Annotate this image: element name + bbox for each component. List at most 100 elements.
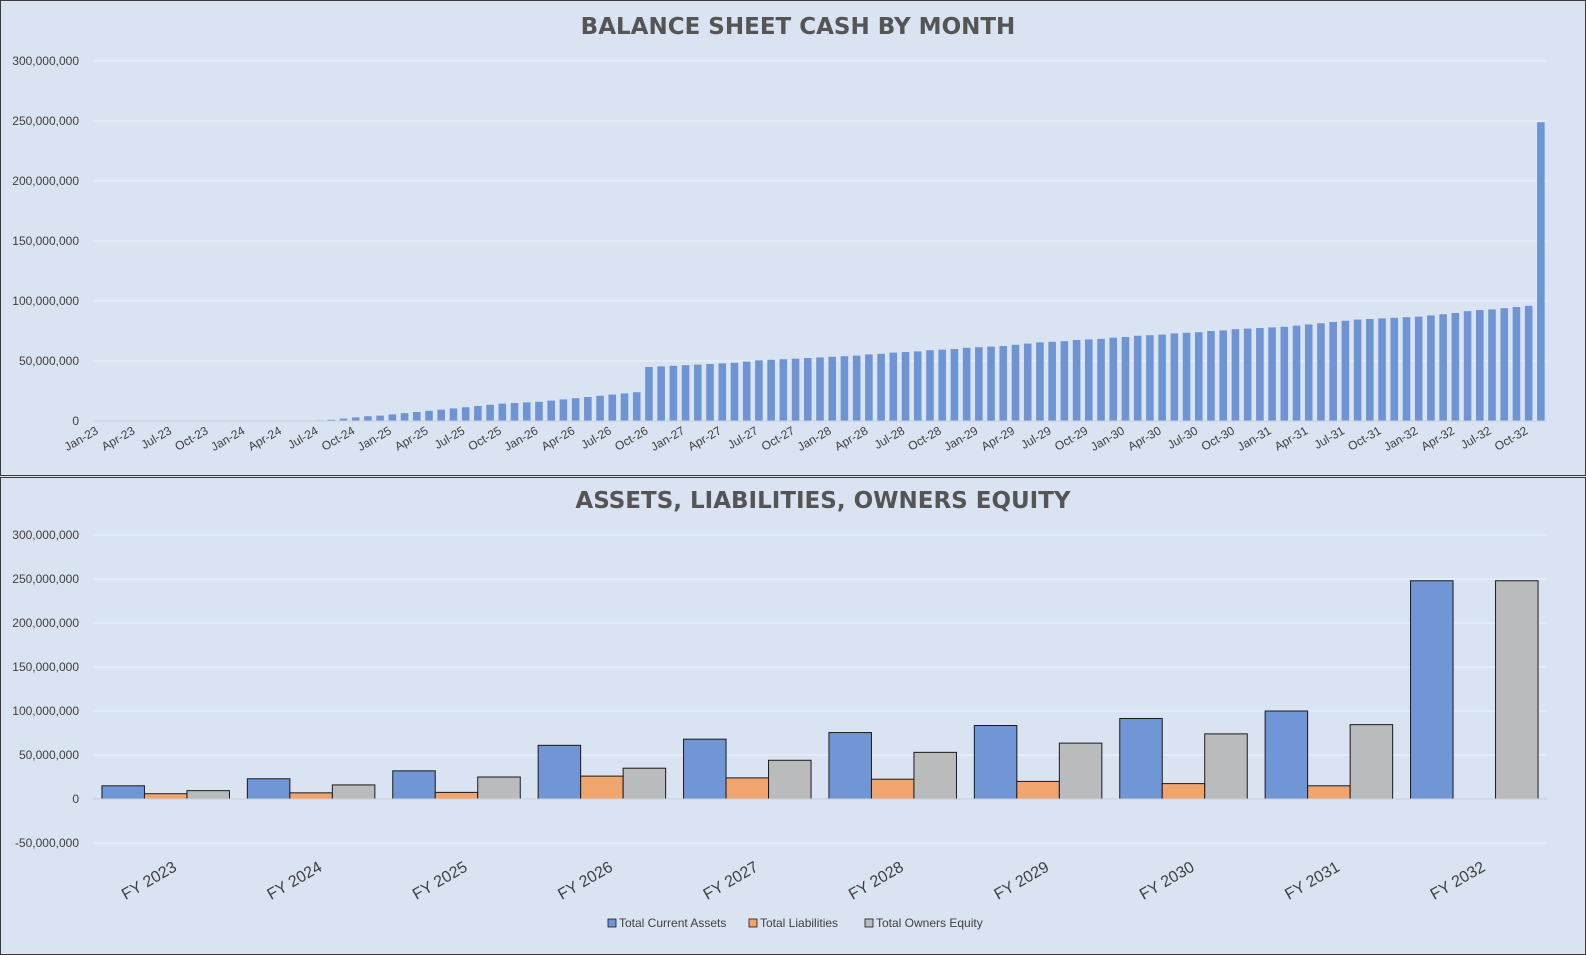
- bar: [681, 365, 690, 421]
- bar: [498, 403, 507, 421]
- bar: [1060, 341, 1069, 421]
- bar: [620, 393, 629, 421]
- bar: [1495, 580, 1539, 800]
- bar: [767, 359, 775, 421]
- bar: [1366, 319, 1374, 421]
- x-tick-label: Jan-26: [502, 423, 541, 454]
- bar: [376, 415, 384, 421]
- bar: [596, 395, 604, 421]
- x-tick-label: Apr-25: [392, 423, 430, 453]
- y-tick-label: 300,000,000: [12, 528, 79, 542]
- bar: [1146, 335, 1154, 421]
- x-tick-label: Jul-30: [1165, 423, 1201, 452]
- bar: [950, 349, 959, 421]
- y-tick-label: 150,000,000: [12, 234, 79, 248]
- bar: [779, 359, 788, 421]
- x-tick-label: FY 2032: [1428, 859, 1489, 904]
- bar: [1072, 340, 1081, 421]
- x-tick-label: FY 2029: [991, 859, 1052, 904]
- bar: [437, 409, 446, 421]
- x-tick-label: Jan-25: [355, 423, 394, 454]
- bar: [913, 751, 957, 800]
- bar: [559, 399, 568, 421]
- y-tick-label: 0: [72, 792, 79, 806]
- bar: [1121, 337, 1130, 421]
- bar: [1463, 311, 1472, 421]
- bar: [828, 732, 872, 800]
- x-tick-label: Oct-26: [612, 423, 650, 453]
- legend: Total Current Assets Total Liabilities Tot…: [607, 916, 983, 930]
- bar: [1402, 317, 1411, 421]
- x-axis: FY 2023 FY 2024 FY 2025 FY 2026 FY 2027 FY 20…: [119, 859, 1488, 904]
- bar: [1182, 332, 1191, 421]
- x-tick-label: Oct-27: [759, 423, 797, 453]
- bar: [1451, 313, 1460, 421]
- legend-label: Total Liabilities: [760, 916, 838, 930]
- bar: [289, 792, 333, 800]
- bar: [537, 744, 582, 800]
- bar: [973, 725, 1018, 800]
- bar: [999, 346, 1008, 421]
- bar: [1329, 322, 1337, 421]
- x-tick-label: Jan-30: [1088, 423, 1127, 454]
- bar: [535, 401, 543, 421]
- bar: [1194, 332, 1203, 421]
- bar: [987, 346, 995, 421]
- y-axis: 300,000,000 250,000,000 200,000,000 150,000…: [12, 528, 79, 850]
- bar: [1256, 328, 1264, 421]
- bar: [1243, 328, 1252, 421]
- x-tick-label: Apr-28: [832, 423, 870, 453]
- bar: [449, 408, 458, 421]
- bar: [669, 365, 678, 421]
- bar: [926, 350, 934, 421]
- bar: [1378, 318, 1386, 421]
- bar: [101, 785, 145, 800]
- x-tick-label: Jul-29: [1018, 423, 1054, 452]
- bar: [1207, 331, 1215, 421]
- bar: [962, 347, 971, 421]
- bar: [755, 360, 763, 421]
- y-tick-label: 100,000,000: [12, 704, 79, 718]
- bar: [632, 392, 641, 421]
- bar: [1488, 309, 1496, 421]
- x-tick-label: FY 2030: [1137, 859, 1198, 904]
- bar: [657, 366, 665, 421]
- bar: [1427, 315, 1435, 421]
- bar: [1317, 323, 1325, 421]
- bar: [622, 767, 667, 800]
- x-tick-label: Oct-28: [905, 423, 943, 453]
- bar: [1158, 334, 1166, 421]
- y-tick-label: 100,000,000: [12, 294, 79, 308]
- bar: [1119, 717, 1163, 800]
- bar: [1524, 305, 1533, 421]
- bar: [1036, 342, 1044, 421]
- bar: [938, 349, 946, 421]
- bar: [1023, 343, 1032, 421]
- bar: [913, 351, 922, 421]
- bar: [1512, 307, 1521, 421]
- bar: [339, 418, 348, 421]
- y-tick-label: 300,000,000: [12, 54, 79, 68]
- cash-chart-panel: BALANCE SHEET CASH BY MONTH 300,000,000 2…: [0, 0, 1586, 476]
- bar: [870, 778, 915, 800]
- bar: [889, 352, 898, 421]
- x-tick-label: Apr-26: [539, 423, 577, 453]
- x-tick-label: Oct-29: [1052, 423, 1090, 453]
- x-tick-label: Oct-32: [1492, 423, 1530, 453]
- x-tick-label: Apr-29: [979, 423, 1017, 453]
- legend-label: Total Current Assets: [619, 916, 726, 930]
- y-tick-label: 50,000,000: [19, 748, 79, 762]
- bar: [828, 356, 837, 421]
- x-tick-label: Apr-30: [1125, 423, 1163, 453]
- bar: [413, 412, 421, 421]
- bar: [434, 791, 479, 800]
- x-tick-label: Oct-24: [319, 423, 357, 453]
- bar: [645, 367, 653, 421]
- x-tick-label: Jul-27: [725, 423, 761, 452]
- bar: [730, 362, 739, 421]
- bar: [1097, 338, 1105, 421]
- x-tick-label: Jul-26: [578, 423, 614, 452]
- bar: [975, 347, 983, 421]
- bar: [143, 793, 188, 800]
- x-tick-label: Jul-32: [1458, 423, 1494, 452]
